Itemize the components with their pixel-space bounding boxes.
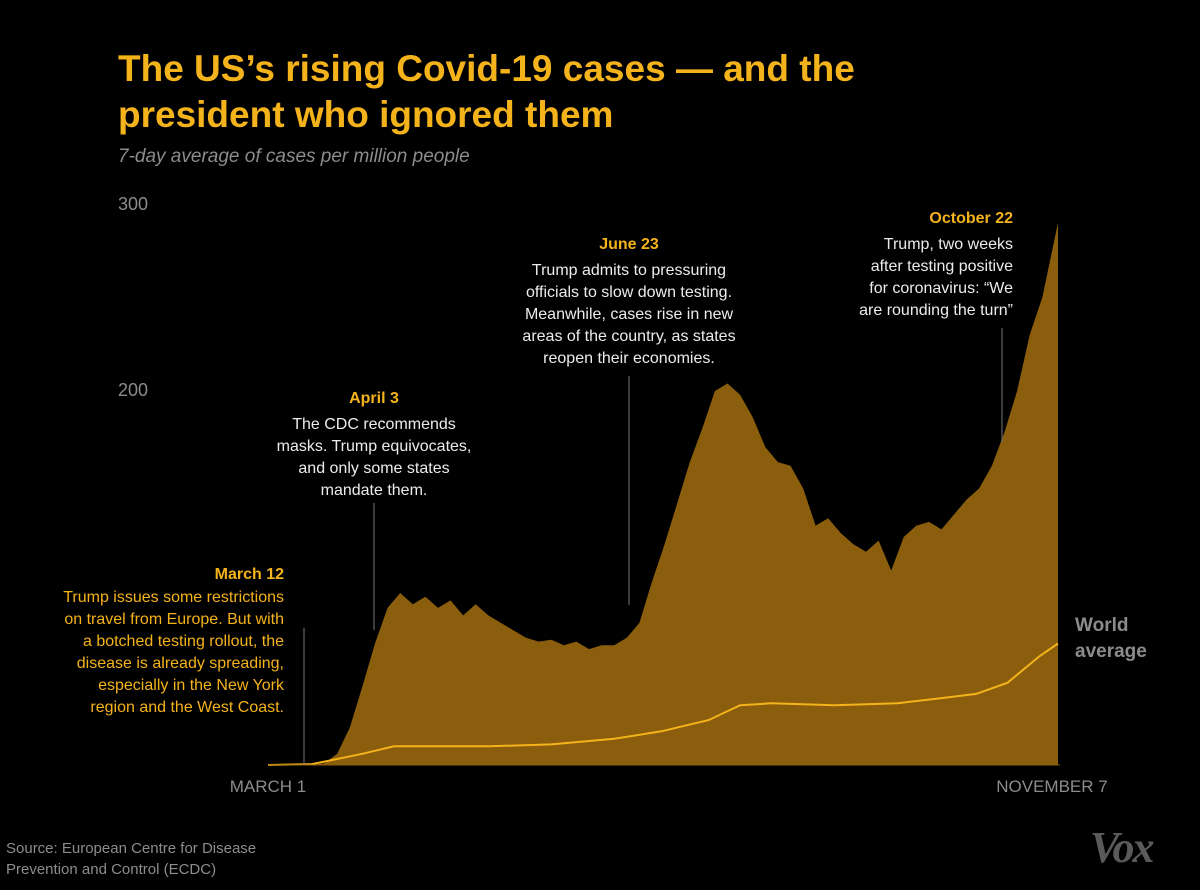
source-line: Source: European Centre for Disease [6, 840, 257, 857]
x-label-end: NOVEMBER 7 [996, 777, 1107, 796]
annotation-line: mandate them. [321, 482, 428, 499]
source-line: Prevention and Control (ECDC) [6, 861, 217, 878]
annotation-line: a botched testing rollout, the [83, 633, 284, 650]
y-tick-200: 200 [118, 380, 148, 400]
annotation-line: areas of the country, as states [522, 328, 735, 345]
annotation-line: on travel from Europe. But with [64, 611, 284, 628]
annotation-line: reopen their economies. [543, 350, 715, 367]
chart-subtitle: 7-day average of cases per million peopl… [118, 146, 470, 167]
annotation-oct22: October 22 Trump, two weeks after testin… [859, 210, 1013, 319]
annotation-line: Trump, two weeks [884, 236, 1013, 253]
annotation-date: March 12 [215, 566, 284, 583]
x-label-start: MARCH 1 [230, 777, 307, 796]
annotation-line: especially in the New York [98, 677, 285, 694]
annotation-line: and only some states [298, 460, 449, 477]
annotation-line: officials to slow down testing. [526, 284, 732, 301]
chart-title: The US’s rising Covid-19 cases — and the… [118, 48, 855, 135]
annotation-line: after testing positive [871, 258, 1013, 275]
annotation-line: masks. Trump equivocates, [277, 438, 472, 455]
annotation-march12: March 12 Trump issues some restrictions … [63, 566, 285, 716]
world-average-label-line1: World [1075, 615, 1128, 636]
annotation-line: disease is already spreading, [77, 655, 284, 672]
annotation-june23: June 23 Trump admits to pressuring offic… [522, 236, 735, 367]
world-average-label-line2: average [1075, 641, 1147, 662]
annotation-date: October 22 [929, 210, 1013, 227]
us-cases-area [268, 222, 1058, 765]
annotation-line: Meanwhile, cases rise in new [525, 306, 734, 323]
y-tick-300: 300 [118, 194, 148, 214]
annotation-line: Trump admits to pressuring [532, 262, 726, 279]
annotation-line: are rounding the turn” [859, 302, 1013, 319]
annotation-date: April 3 [349, 390, 399, 407]
annotation-line: Trump issues some restrictions [63, 589, 284, 606]
vox-logo: Vox [1090, 823, 1155, 872]
annotation-april3: April 3 The CDC recommends masks. Trump … [277, 390, 472, 499]
annotation-line: The CDC recommends [292, 416, 456, 433]
annotation-line: for coronavirus: “We [869, 280, 1013, 297]
source-note: Source: European Centre for Disease Prev… [6, 838, 326, 880]
world-average-line [267, 642, 1059, 766]
annotation-line: region and the West Coast. [90, 699, 284, 716]
annotation-date: June 23 [599, 236, 659, 253]
